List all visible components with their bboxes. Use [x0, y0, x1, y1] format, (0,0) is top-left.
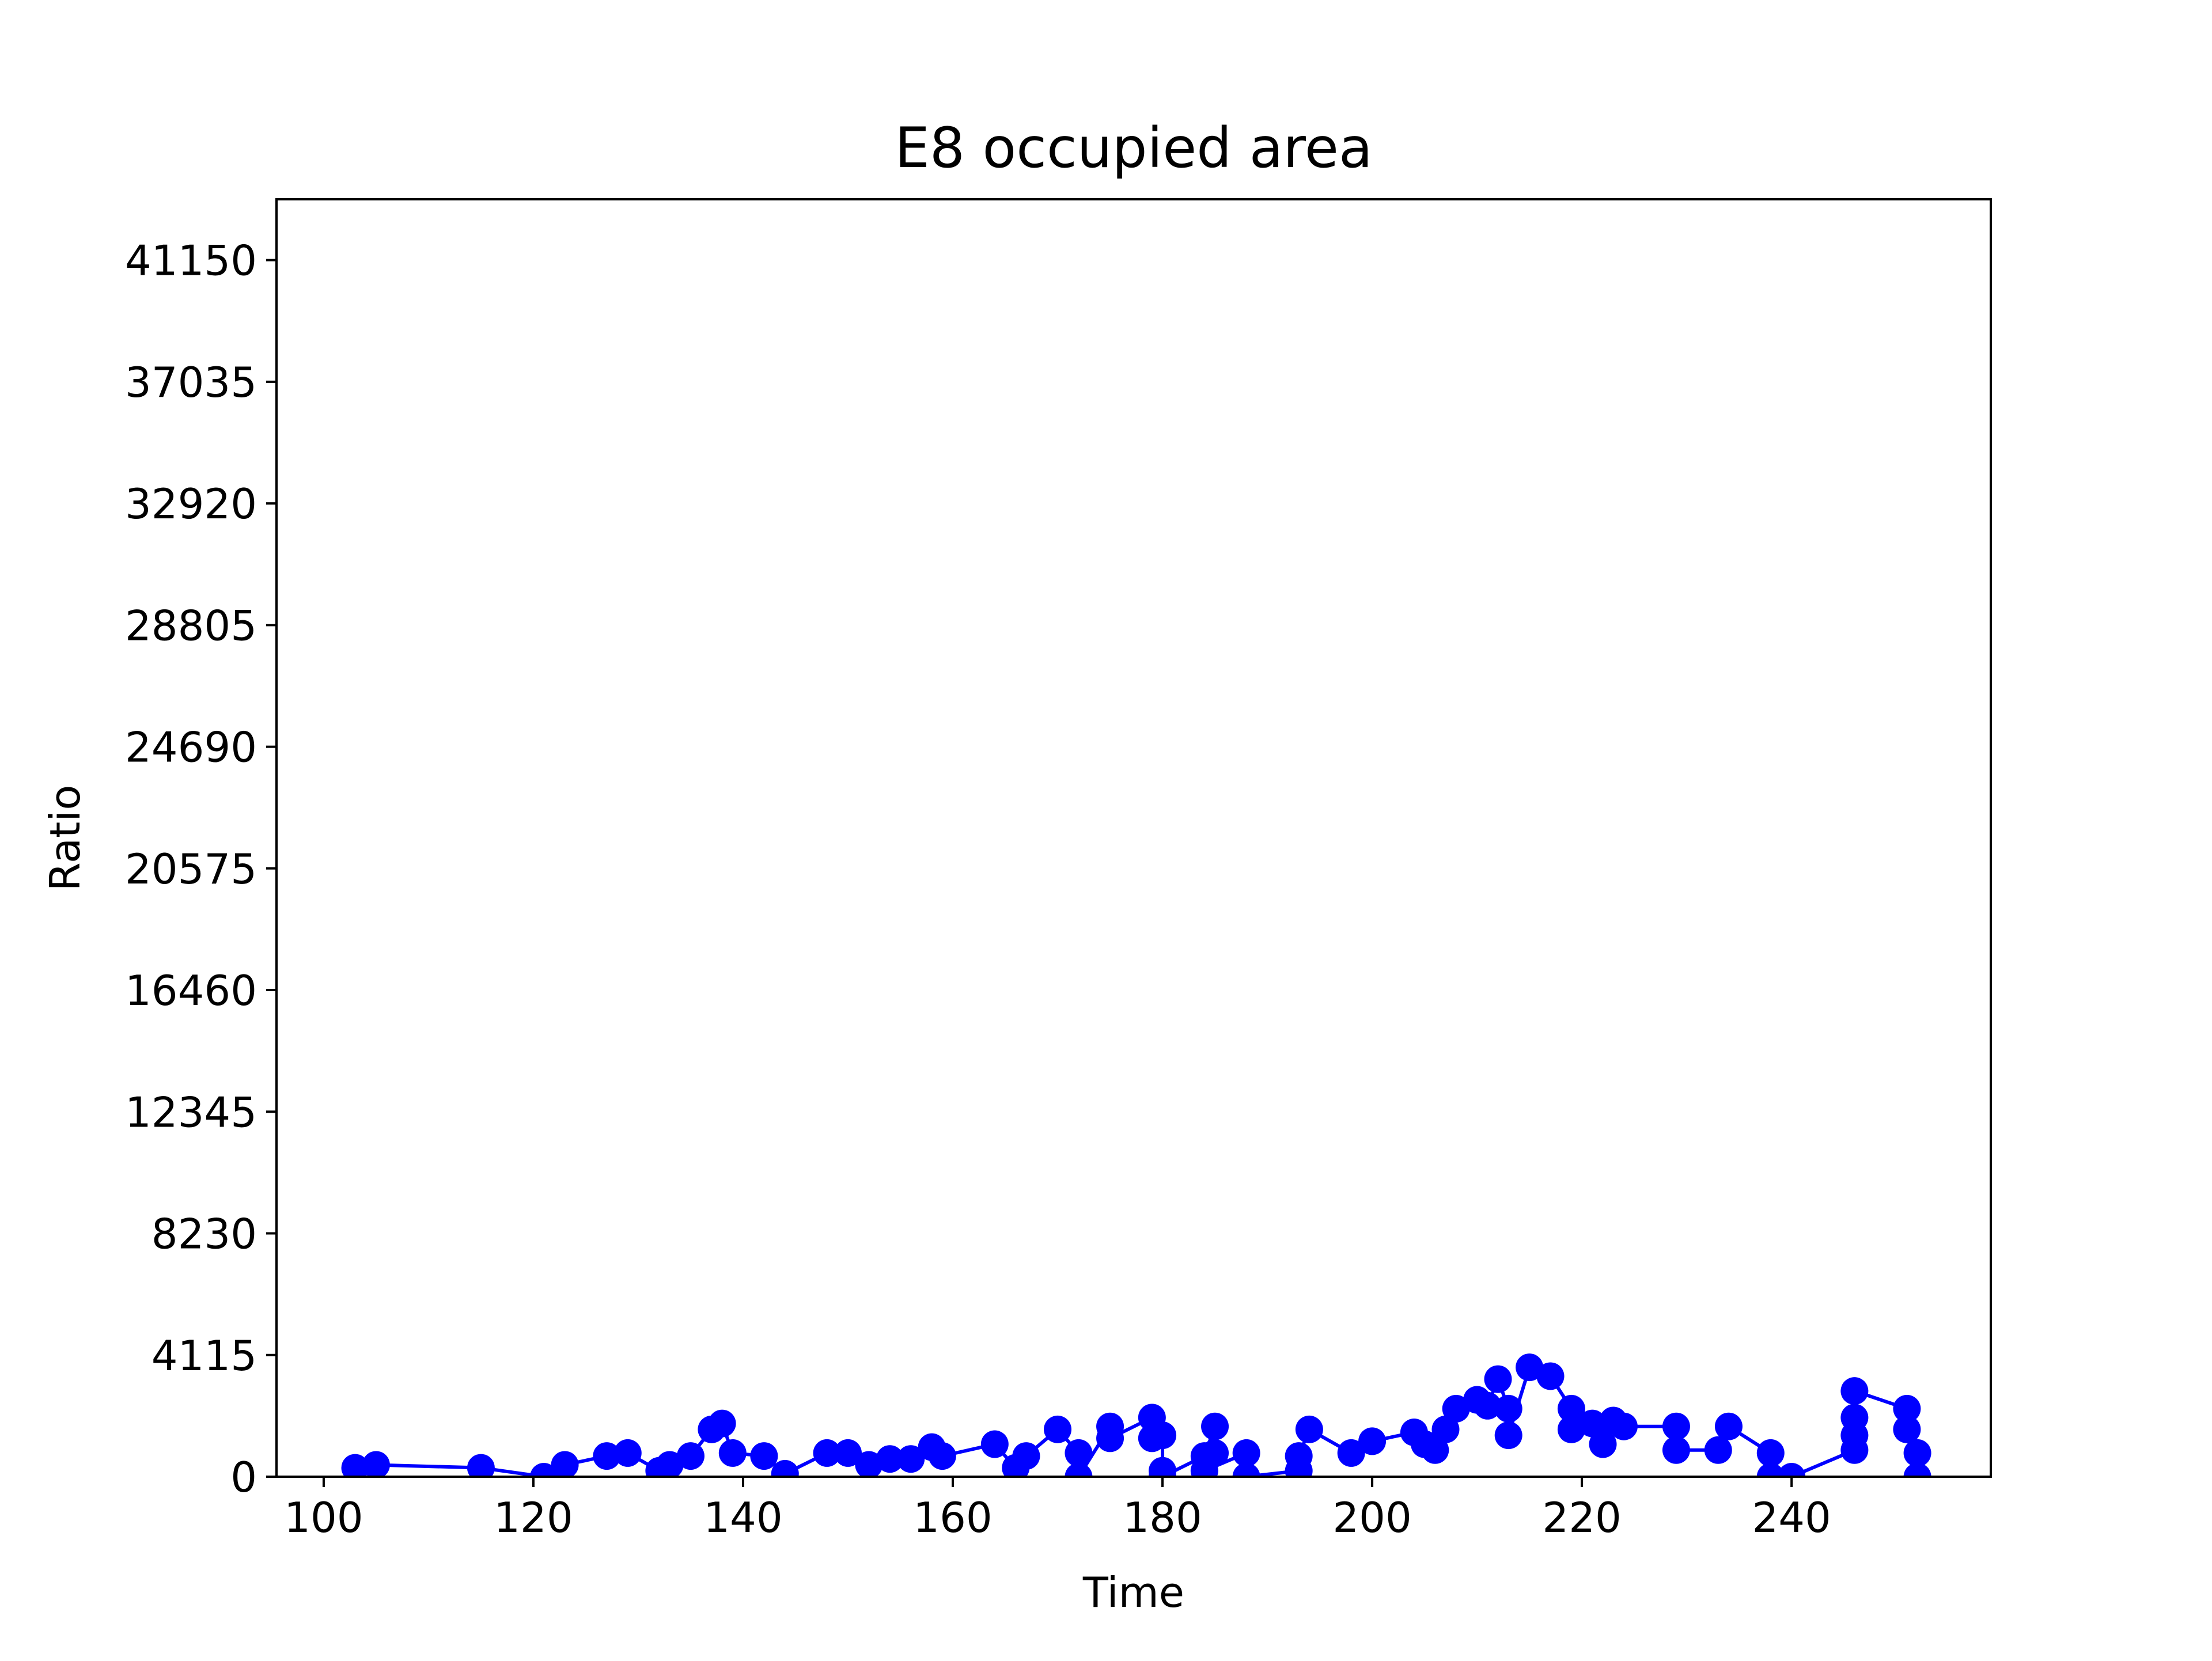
- data-point: [1609, 1412, 1638, 1440]
- data-point: [1557, 1415, 1585, 1443]
- data-point: [1662, 1436, 1690, 1464]
- data-point: [1494, 1394, 1522, 1423]
- y-tick-label: 32920: [125, 480, 257, 528]
- data-point: [1484, 1365, 1512, 1393]
- data-point: [593, 1442, 621, 1470]
- data-point: [1578, 1409, 1607, 1438]
- data-point: [1516, 1353, 1544, 1382]
- data-point: [897, 1445, 925, 1473]
- data-point: [1756, 1463, 1785, 1477]
- x-tick-label: 100: [284, 1493, 363, 1542]
- data-point: [1295, 1415, 1323, 1443]
- data-point: [1442, 1394, 1470, 1423]
- data-point: [1065, 1439, 1093, 1467]
- x-tick-label: 180: [1123, 1493, 1202, 1542]
- y-axis-label: Ratio: [41, 785, 89, 892]
- data-point: [1536, 1362, 1565, 1390]
- x-tick-label: 120: [494, 1493, 573, 1542]
- data-point: [1421, 1436, 1449, 1464]
- data-point: [1662, 1412, 1690, 1440]
- data-point: [855, 1451, 883, 1477]
- data-point: [1285, 1442, 1313, 1470]
- x-tick-label: 220: [1542, 1493, 1621, 1542]
- data-point: [1704, 1436, 1732, 1464]
- y-tick-label: 28805: [125, 601, 257, 650]
- data-point: [1756, 1439, 1785, 1467]
- y-tick-label: 41150: [125, 237, 257, 285]
- y-tick-label: 20575: [125, 845, 257, 893]
- data-point: [928, 1442, 956, 1470]
- data-point: [750, 1442, 778, 1470]
- data-point: [718, 1439, 747, 1467]
- data-point: [1494, 1421, 1522, 1450]
- data-point: [834, 1439, 862, 1467]
- data-point: [656, 1451, 684, 1477]
- data-point: [1893, 1394, 1921, 1423]
- data-point: [1474, 1391, 1502, 1420]
- y-tick-label: 8230: [151, 1210, 257, 1258]
- data-point: [1149, 1421, 1177, 1450]
- data-point: [1201, 1412, 1229, 1440]
- data-point: [1840, 1404, 1869, 1432]
- data-point: [1903, 1439, 1931, 1467]
- data-point: [1893, 1415, 1921, 1443]
- data-point: [1840, 1377, 1869, 1405]
- data-point: [362, 1451, 390, 1477]
- data-point: [980, 1430, 1009, 1458]
- data-point: [1903, 1463, 1931, 1477]
- axes-frame: [275, 198, 1992, 1478]
- x-axis: 100 120 140 160 180 200 220 240: [284, 1477, 1831, 1542]
- data-point: [1096, 1424, 1124, 1453]
- data-point: [676, 1442, 704, 1470]
- data-point: [1065, 1463, 1093, 1477]
- data-point: [341, 1454, 369, 1477]
- data-point: [708, 1409, 736, 1438]
- data-point: [771, 1459, 799, 1477]
- y-tick-label: 16460: [125, 966, 257, 1015]
- data-point: [876, 1445, 904, 1473]
- data-point: [1232, 1439, 1260, 1467]
- y-axis: 0 4115 8230 12345 16460 20575 24690 28805 32920 3…: [125, 237, 276, 1501]
- data-point: [1358, 1427, 1387, 1455]
- data-point: [1190, 1457, 1218, 1477]
- y-tick-label: 0: [230, 1453, 257, 1501]
- data-point: [1012, 1442, 1040, 1470]
- y-tick-label: 4115: [151, 1332, 257, 1380]
- x-axis-label: Time: [1082, 1568, 1184, 1617]
- data-point: [1589, 1430, 1617, 1458]
- x-tick-label: 200: [1332, 1493, 1411, 1542]
- x-tick-label: 140: [703, 1493, 782, 1542]
- data-point: [1557, 1394, 1585, 1423]
- data-point: [1714, 1412, 1743, 1440]
- data-point: [1149, 1463, 1177, 1477]
- data-point: [813, 1439, 841, 1467]
- data-point: [613, 1439, 642, 1467]
- data-point: [1044, 1415, 1072, 1443]
- y-tick-label: 24690: [125, 723, 257, 772]
- data-point: [1337, 1439, 1365, 1467]
- data-point: [1778, 1463, 1806, 1477]
- data-point: [1232, 1463, 1260, 1477]
- data-point: [1431, 1415, 1460, 1443]
- y-tick-label: 12345: [125, 1088, 257, 1136]
- data-point: [467, 1454, 495, 1477]
- y-tick-label: 37035: [125, 358, 257, 407]
- data-point: [530, 1463, 558, 1477]
- x-tick-label: 240: [1752, 1493, 1831, 1542]
- chart-title: E8 occupied area: [895, 116, 1373, 180]
- series-layer: [341, 1353, 1931, 1477]
- data-point: [551, 1451, 579, 1477]
- plot-area: [275, 198, 1992, 1478]
- x-tick-label: 160: [913, 1493, 992, 1542]
